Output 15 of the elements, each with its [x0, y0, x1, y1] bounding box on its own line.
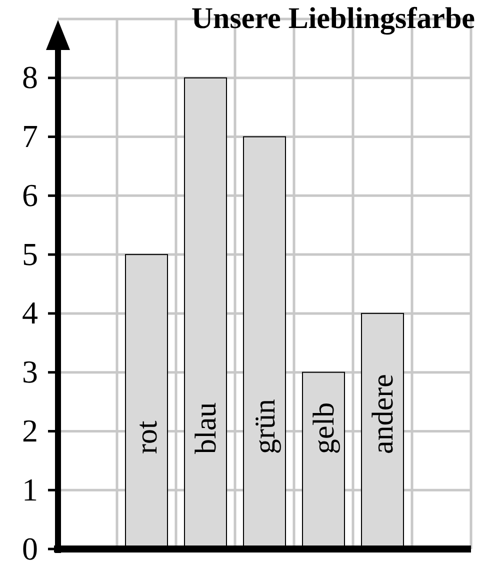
chart-title: Unsere Lieblingsfarbe: [191, 2, 475, 35]
x-tick-label: andere: [366, 374, 400, 454]
y-tick-label: 7: [22, 118, 38, 154]
x-tick-label: blau: [189, 402, 222, 454]
x-tick-label: gelb: [307, 402, 340, 454]
y-tick-label: 4: [22, 294, 38, 331]
y-tick-label: 3: [22, 354, 38, 390]
x-tick-label: rot: [130, 420, 164, 454]
y-tick-label: 2: [22, 412, 38, 448]
y-tick-label: 6: [22, 176, 38, 213]
y-tick-label: 8: [22, 59, 38, 96]
y-tick-label: 0: [22, 530, 38, 565]
x-tick-label: grün: [248, 399, 282, 454]
y-tick-label: 5: [22, 236, 38, 272]
y-tick-label: 1: [22, 471, 38, 508]
